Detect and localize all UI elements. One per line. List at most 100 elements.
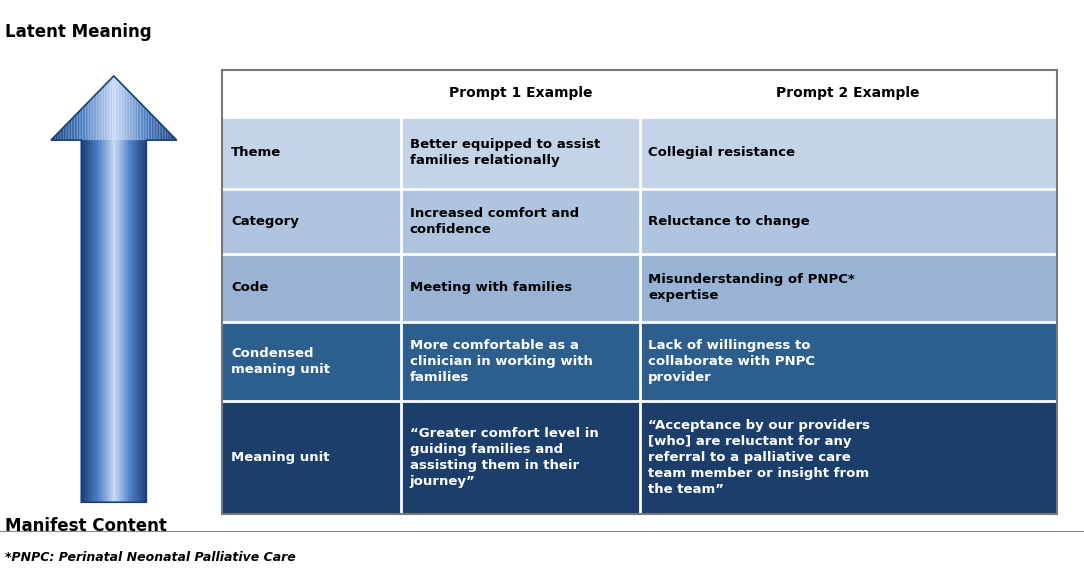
Polygon shape (111, 78, 113, 140)
Text: Meaning unit: Meaning unit (231, 451, 330, 464)
Polygon shape (124, 85, 125, 140)
Polygon shape (101, 87, 103, 140)
Polygon shape (156, 119, 158, 140)
Polygon shape (173, 137, 176, 140)
Polygon shape (82, 106, 83, 140)
Polygon shape (79, 110, 81, 140)
Polygon shape (59, 131, 61, 140)
Text: Condensed
meaning unit: Condensed meaning unit (231, 347, 330, 376)
Polygon shape (93, 95, 95, 140)
Polygon shape (170, 134, 172, 140)
Polygon shape (76, 113, 78, 140)
Polygon shape (69, 119, 72, 140)
Polygon shape (139, 102, 141, 140)
Polygon shape (65, 124, 66, 140)
Polygon shape (52, 137, 54, 140)
Polygon shape (107, 81, 109, 140)
Polygon shape (127, 89, 128, 140)
Polygon shape (134, 97, 136, 140)
Text: *PNPC: Perinatal Neonatal Palliative Care: *PNPC: Perinatal Neonatal Palliative Car… (5, 551, 296, 564)
Text: “Greater comfort level in
guiding families and
assisting them in their
journey”: “Greater comfort level in guiding famili… (410, 427, 598, 488)
Text: Reluctance to change: Reluctance to change (648, 215, 810, 228)
Polygon shape (166, 129, 167, 140)
Polygon shape (118, 81, 120, 140)
Polygon shape (98, 91, 100, 140)
Polygon shape (86, 103, 87, 140)
Polygon shape (72, 118, 73, 140)
Polygon shape (155, 118, 156, 140)
Polygon shape (160, 124, 163, 140)
Text: Code: Code (231, 281, 268, 294)
Text: Theme: Theme (231, 146, 281, 159)
Polygon shape (83, 105, 86, 140)
Text: Manifest Content: Manifest Content (5, 517, 167, 535)
Polygon shape (150, 113, 152, 140)
Text: Meeting with families: Meeting with families (410, 281, 572, 294)
Text: “Acceptance by our providers
[who] are reluctant for any
referral to a palliativ: “Acceptance by our providers [who] are r… (648, 419, 870, 496)
Polygon shape (57, 132, 59, 140)
Polygon shape (117, 79, 118, 140)
Polygon shape (163, 126, 164, 140)
Polygon shape (90, 99, 92, 140)
Polygon shape (121, 84, 124, 140)
FancyBboxPatch shape (222, 322, 1057, 401)
Text: Lack of willingness to
collaborate with PNPC
provider: Lack of willingness to collaborate with … (648, 339, 815, 384)
Polygon shape (169, 132, 170, 140)
Polygon shape (125, 87, 127, 140)
Polygon shape (55, 134, 57, 140)
Polygon shape (106, 82, 107, 140)
Polygon shape (103, 85, 104, 140)
Polygon shape (81, 108, 82, 140)
Polygon shape (78, 112, 79, 140)
Polygon shape (100, 89, 101, 140)
FancyBboxPatch shape (222, 117, 1057, 189)
Polygon shape (129, 92, 131, 140)
Polygon shape (158, 121, 159, 140)
Polygon shape (95, 93, 96, 140)
Text: More comfortable as a
clinician in working with
families: More comfortable as a clinician in worki… (410, 339, 593, 384)
Polygon shape (62, 127, 64, 140)
FancyBboxPatch shape (222, 189, 1057, 253)
Polygon shape (73, 116, 75, 140)
Polygon shape (109, 79, 111, 140)
Text: Prompt 1 Example: Prompt 1 Example (449, 86, 592, 100)
Polygon shape (61, 129, 62, 140)
Polygon shape (120, 82, 121, 140)
Text: Latent Meaning: Latent Meaning (5, 23, 152, 41)
Polygon shape (87, 102, 89, 140)
Polygon shape (164, 127, 166, 140)
Polygon shape (75, 114, 76, 140)
Polygon shape (92, 97, 93, 140)
Polygon shape (167, 131, 169, 140)
Polygon shape (66, 123, 68, 140)
Polygon shape (172, 135, 173, 140)
FancyBboxPatch shape (222, 253, 1057, 322)
Polygon shape (131, 93, 132, 140)
Polygon shape (145, 108, 146, 140)
Polygon shape (153, 116, 155, 140)
Polygon shape (159, 123, 160, 140)
Text: Misunderstanding of PNPC*
expertise: Misunderstanding of PNPC* expertise (648, 273, 855, 303)
Polygon shape (149, 112, 150, 140)
Polygon shape (136, 99, 138, 140)
FancyBboxPatch shape (222, 401, 1057, 514)
Polygon shape (146, 110, 149, 140)
Polygon shape (138, 100, 139, 140)
Polygon shape (152, 114, 153, 140)
Polygon shape (113, 76, 114, 140)
Polygon shape (96, 92, 98, 140)
Polygon shape (132, 95, 134, 140)
Polygon shape (114, 76, 115, 140)
Polygon shape (142, 105, 144, 140)
FancyBboxPatch shape (222, 70, 1057, 117)
Polygon shape (51, 138, 52, 140)
Polygon shape (104, 84, 106, 140)
Text: Prompt 2 Example: Prompt 2 Example (776, 86, 920, 100)
Text: Category: Category (231, 215, 299, 228)
Text: Collegial resistance: Collegial resistance (648, 146, 796, 159)
Text: Better equipped to assist
families relationally: Better equipped to assist families relat… (410, 138, 601, 167)
Polygon shape (64, 126, 65, 140)
Polygon shape (128, 91, 129, 140)
Polygon shape (115, 78, 117, 140)
Text: Increased comfort and
confidence: Increased comfort and confidence (410, 207, 579, 236)
